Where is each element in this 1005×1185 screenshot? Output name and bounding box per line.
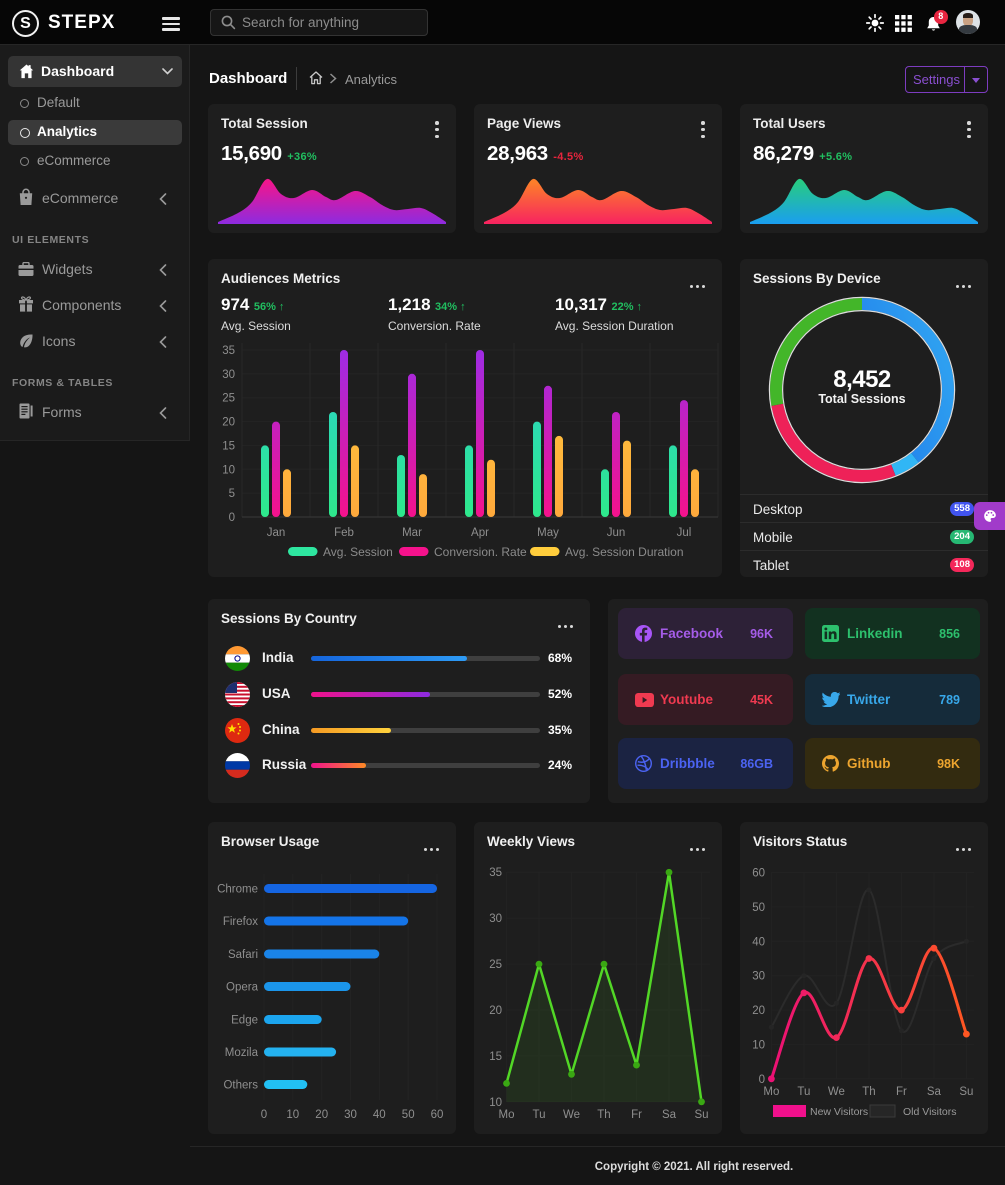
svg-text:25: 25	[222, 393, 235, 405]
svg-text:Jun: Jun	[607, 527, 626, 539]
svg-text:35: 35	[489, 867, 502, 879]
svg-text:Fr: Fr	[631, 1109, 642, 1121]
svg-text:Fr: Fr	[896, 1086, 907, 1098]
svg-text:Th: Th	[862, 1086, 875, 1098]
svg-text:20: 20	[752, 1005, 765, 1017]
svg-text:Mo: Mo	[763, 1086, 779, 1098]
svg-text:40: 40	[373, 1109, 386, 1121]
svg-text:30: 30	[344, 1109, 357, 1121]
svg-text:35: 35	[222, 345, 235, 357]
svg-text:0: 0	[759, 1074, 765, 1086]
svg-text:60: 60	[431, 1109, 444, 1121]
svg-text:Mo: Mo	[499, 1109, 515, 1121]
svg-text:Others: Others	[223, 1080, 258, 1092]
svg-text:Sa: Sa	[662, 1109, 677, 1121]
svg-text:Edge: Edge	[231, 1015, 258, 1027]
svg-text:Tu: Tu	[797, 1086, 810, 1098]
svg-text:50: 50	[752, 902, 765, 914]
svg-text:Sa: Sa	[927, 1086, 942, 1098]
svg-text:Avg. Session: Avg. Session	[323, 545, 393, 559]
svg-text:Mar: Mar	[402, 527, 422, 539]
svg-text:8,452: 8,452	[833, 366, 891, 393]
svg-text:Tu: Tu	[533, 1109, 546, 1121]
svg-text:30: 30	[489, 913, 502, 925]
svg-text:Su: Su	[959, 1086, 973, 1098]
svg-text:15: 15	[222, 440, 235, 452]
svg-text:20: 20	[315, 1109, 328, 1121]
svg-text:Apr: Apr	[471, 527, 489, 539]
svg-text:May: May	[537, 527, 559, 539]
svg-text:40: 40	[752, 937, 765, 949]
svg-text:Mozila: Mozila	[225, 1047, 259, 1059]
svg-text:20: 20	[489, 1005, 502, 1017]
svg-text:We: We	[563, 1109, 580, 1121]
svg-text:15: 15	[489, 1051, 502, 1063]
svg-text:60: 60	[752, 868, 765, 880]
svg-text:50: 50	[402, 1109, 415, 1121]
svg-text:25: 25	[489, 959, 502, 971]
svg-text:Total Sessions: Total Sessions	[818, 392, 905, 406]
svg-text:10: 10	[752, 1040, 765, 1052]
svg-text:Old Visitors: Old Visitors	[903, 1106, 957, 1118]
svg-text:New Visitors: New Visitors	[810, 1106, 868, 1118]
svg-text:10: 10	[222, 464, 235, 476]
svg-text:0: 0	[229, 512, 235, 524]
svg-text:30: 30	[752, 971, 765, 983]
svg-text:Feb: Feb	[334, 527, 354, 539]
svg-text:Su: Su	[694, 1109, 708, 1121]
svg-text:10: 10	[286, 1109, 299, 1121]
svg-text:30: 30	[222, 369, 235, 381]
svg-text:Avg. Session Duration: Avg. Session Duration	[565, 545, 684, 559]
svg-text:Safari: Safari	[228, 949, 258, 961]
svg-text:10: 10	[489, 1097, 502, 1109]
svg-text:Th: Th	[597, 1109, 610, 1121]
svg-text:20: 20	[222, 417, 235, 429]
svg-text:Chrome: Chrome	[217, 884, 258, 896]
svg-text:Firefox: Firefox	[223, 916, 258, 928]
svg-text:0: 0	[261, 1109, 267, 1121]
svg-text:Opera: Opera	[226, 982, 259, 994]
svg-text:We: We	[828, 1086, 845, 1098]
svg-text:5: 5	[229, 488, 235, 500]
svg-text:Jul: Jul	[677, 527, 692, 539]
svg-text:Conversion. Rate: Conversion. Rate	[434, 545, 527, 559]
svg-text:Jan: Jan	[267, 527, 286, 539]
